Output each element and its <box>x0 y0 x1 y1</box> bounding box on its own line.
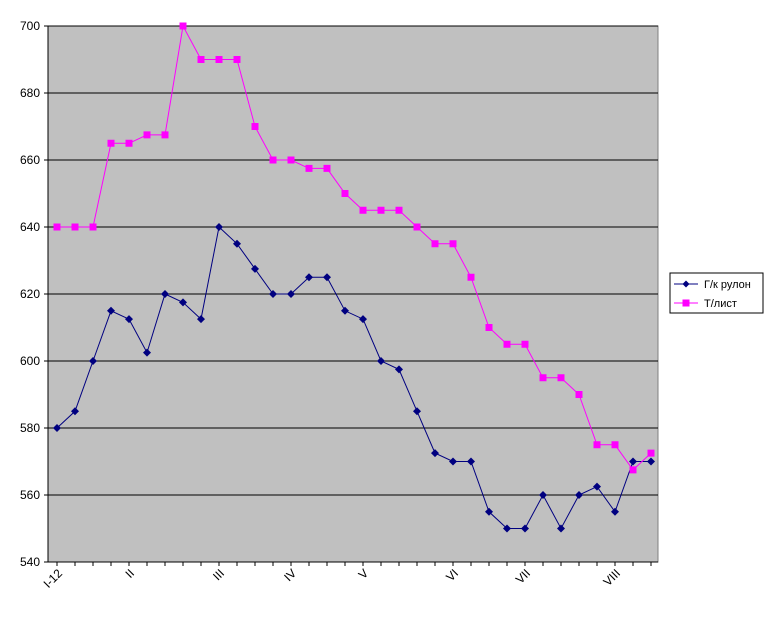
data-point <box>233 239 241 248</box>
x-tick-label: I-12 <box>41 566 66 591</box>
data-point <box>323 164 331 172</box>
data-point <box>521 524 529 533</box>
legend: Г/к рулон Т/лист <box>669 272 764 314</box>
data-point <box>629 466 637 474</box>
legend-diamond-marker-icon <box>682 280 690 288</box>
data-point <box>503 340 511 348</box>
data-point <box>611 441 619 449</box>
y-tick-label: 560 <box>20 488 40 502</box>
data-point <box>143 348 151 357</box>
y-tick-label: 540 <box>20 555 40 569</box>
data-point <box>89 223 97 231</box>
y-tick-label: 600 <box>20 354 40 368</box>
data-point <box>179 298 187 307</box>
legend-square-marker-icon <box>682 299 690 307</box>
data-point <box>197 56 205 63</box>
data-point <box>143 131 151 139</box>
data-point <box>197 315 205 324</box>
data-point <box>395 206 403 214</box>
data-point <box>575 491 583 499</box>
data-point <box>521 340 529 348</box>
data-point <box>449 240 457 248</box>
y-tick-label: 700 <box>20 19 40 33</box>
data-point <box>323 273 331 282</box>
data-point <box>539 374 547 382</box>
data-point <box>377 206 385 214</box>
data-point <box>593 482 601 491</box>
data-point <box>107 139 115 147</box>
data-point <box>89 357 97 365</box>
x-tick-label: VII <box>513 566 533 586</box>
x-tick-label: IV <box>281 566 299 584</box>
y-tick-label: 660 <box>20 153 40 167</box>
data-point <box>215 223 223 231</box>
data-point <box>485 507 493 516</box>
data-point <box>305 273 313 282</box>
data-point <box>629 457 637 466</box>
data-point <box>125 315 133 324</box>
data-point <box>611 507 619 516</box>
data-point <box>647 457 655 466</box>
data-point <box>53 223 61 231</box>
data-point <box>233 56 241 63</box>
data-point <box>269 290 277 298</box>
y-tick-label: 620 <box>20 287 40 301</box>
data-point <box>359 206 367 214</box>
data-point <box>71 407 79 416</box>
data-point <box>125 139 133 147</box>
data-point <box>467 273 475 281</box>
data-point <box>359 315 367 324</box>
series-2 <box>53 22 655 474</box>
x-tick-label: II <box>123 566 138 581</box>
series-line <box>57 24 652 471</box>
series-1 <box>53 223 655 533</box>
data-point <box>215 56 223 63</box>
gridlines <box>48 25 658 496</box>
data-point <box>431 449 439 458</box>
data-point <box>179 22 187 30</box>
data-point <box>341 306 349 315</box>
data-point <box>395 365 403 374</box>
data-point <box>647 449 655 457</box>
data-point <box>503 524 511 533</box>
data-point <box>485 324 493 331</box>
y-tick-label: 680 <box>20 86 40 100</box>
legend-label-series-2: Т/лист <box>704 298 737 310</box>
data-point <box>413 223 421 231</box>
data-point <box>305 164 313 172</box>
x-axis-tick-labels: I-12 II III IV V VI VII VIII <box>41 562 652 591</box>
data-point <box>575 391 583 398</box>
data-point <box>251 123 259 130</box>
data-point <box>287 290 295 298</box>
y-axis-tick-labels: 540 560 580 600 620 640 660 680 700 <box>20 19 658 569</box>
x-tick-label: VI <box>443 566 461 584</box>
data-point <box>557 524 565 533</box>
data-point <box>449 457 457 466</box>
data-point <box>377 357 385 365</box>
data-point <box>467 457 475 466</box>
x-tick-label: III <box>210 566 227 583</box>
series-line <box>56 226 651 530</box>
y-tick-label: 580 <box>20 421 40 435</box>
data-point <box>161 290 169 298</box>
y-tick-label: 640 <box>20 220 40 234</box>
data-point <box>431 240 439 248</box>
data-point <box>593 441 601 449</box>
data-point <box>53 424 61 432</box>
series-layer <box>53 22 655 533</box>
data-point <box>413 407 421 416</box>
data-point <box>557 374 565 382</box>
data-point <box>251 264 259 273</box>
data-point <box>71 223 79 231</box>
x-tick-label: VIII <box>600 566 623 589</box>
data-point <box>107 306 115 315</box>
data-point <box>269 156 277 164</box>
legend-label-series-1: Г/к рулон <box>704 279 751 291</box>
x-tick-label: V <box>356 566 372 582</box>
data-point <box>161 131 169 139</box>
data-point <box>341 190 349 197</box>
data-point <box>287 156 295 164</box>
data-point <box>539 491 547 499</box>
